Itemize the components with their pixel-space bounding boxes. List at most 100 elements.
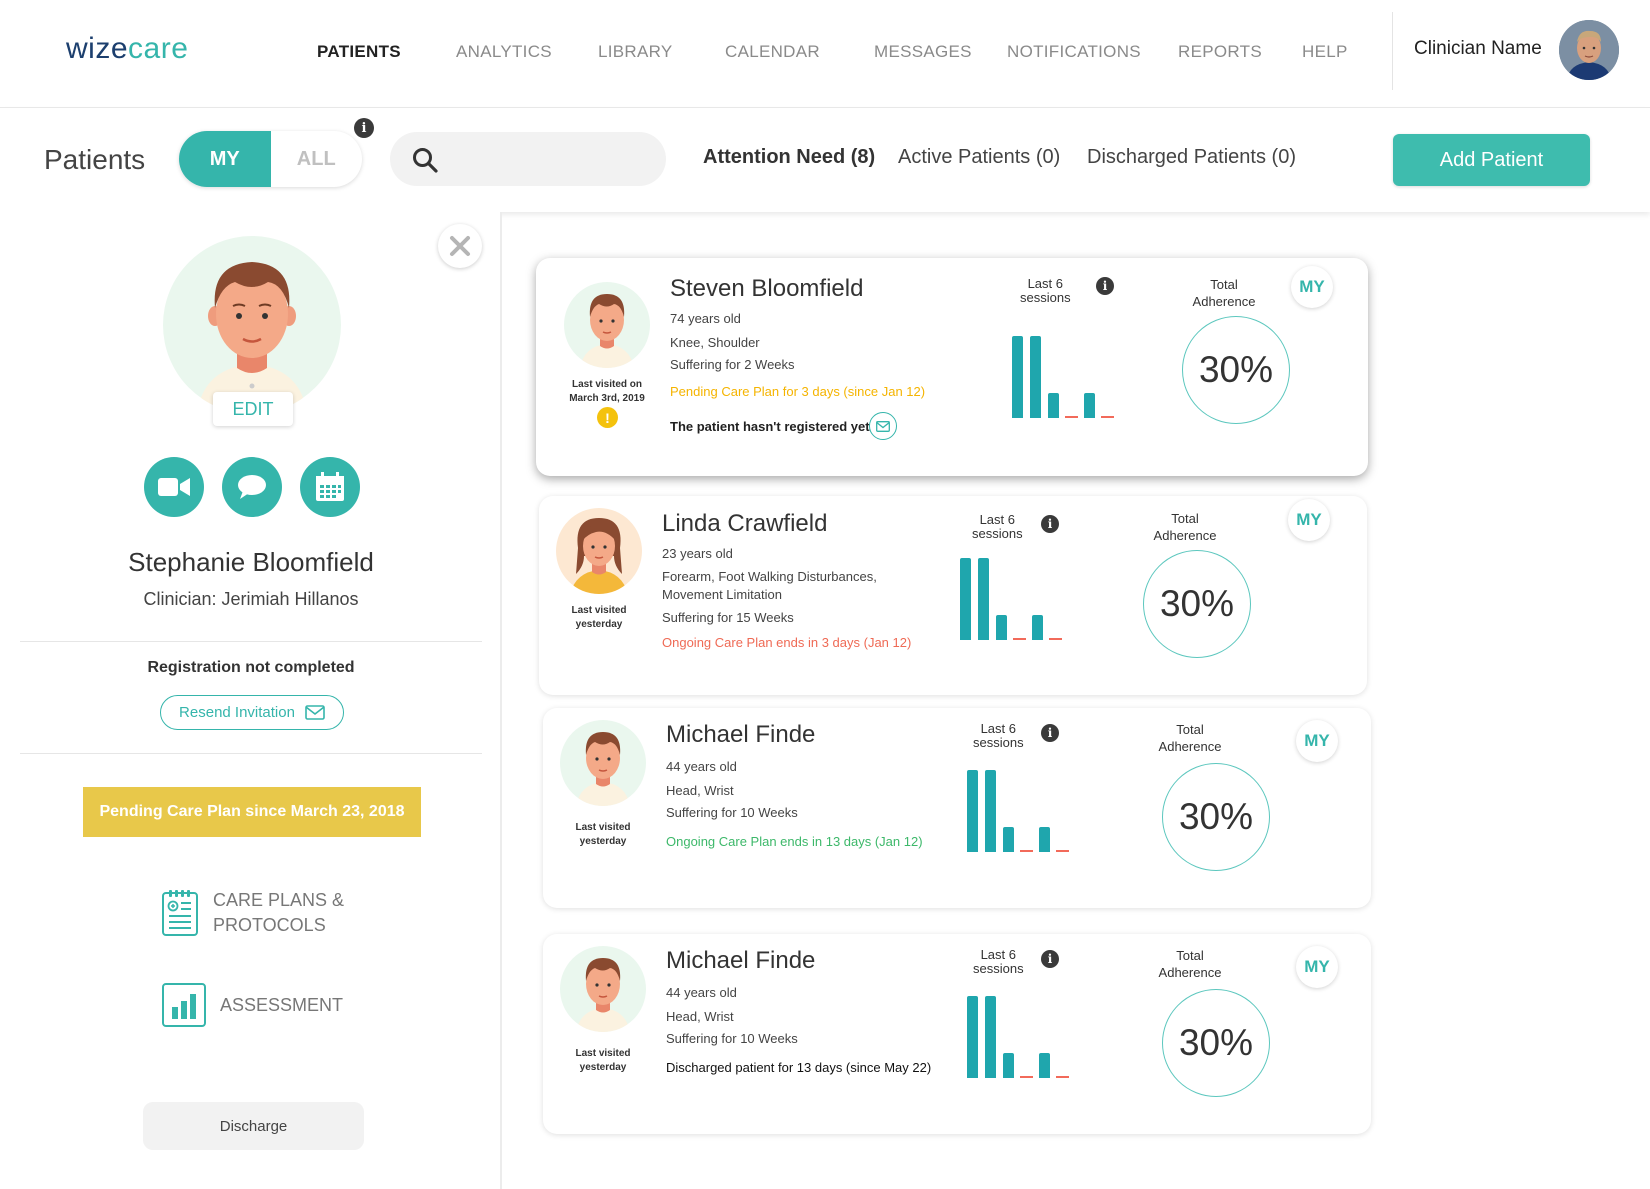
patient-card[interactable]: Last visited on March 3rd, 2019 ! Steven … <box>536 258 1368 476</box>
discharge-button[interactable]: Discharge <box>143 1102 364 1150</box>
edit-avatar-button[interactable]: EDIT <box>213 392 293 426</box>
nav-analytics[interactable]: ANALYTICS <box>456 42 552 61</box>
missed-session-mark <box>1049 638 1062 640</box>
session-bar <box>978 558 989 640</box>
patient-card[interactable]: Last visited yesterday Michael Finde 44 y… <box>543 934 1371 1134</box>
assessment-link[interactable]: ASSESSMENT <box>162 983 343 1027</box>
patient-card-name: Steven Bloomfield <box>670 275 864 302</box>
patient-card[interactable]: Last visited yesterday Linda Crawfield 23… <box>539 496 1367 695</box>
session-bar <box>1003 827 1014 852</box>
sessions-label-2: sessions <box>973 735 1024 750</box>
info-icon[interactable]: i <box>1096 277 1114 295</box>
nav-patients[interactable]: PATIENTS <box>317 42 401 61</box>
patient-card-name: Michael Finde <box>666 947 816 974</box>
last-visited-label: Last visited <box>575 1048 631 1059</box>
assessment-label: ASSESSMENT <box>220 994 344 1015</box>
search-input[interactable] <box>446 132 656 186</box>
adherence-ring: 30% <box>1162 989 1270 1097</box>
close-icon <box>450 236 470 256</box>
close-panel-button[interactable] <box>438 224 482 268</box>
nav-notifications[interactable]: NOTIFICATIONS <box>1007 42 1141 61</box>
last-visited: Last visited on March 3rd, 2019 <box>552 378 662 406</box>
last-sessions-label: Last 6 sessions <box>973 722 1024 750</box>
areas-line-2: Movement Limitation <box>662 587 782 602</box>
last-visited-label: Last visited <box>571 605 627 616</box>
info-icon[interactable]: i <box>354 118 374 138</box>
session-bar <box>1048 393 1059 418</box>
video-call-button[interactable] <box>144 457 204 517</box>
patient-card-status: Discharged patient for 13 days (since Ma… <box>666 1060 932 1075</box>
session-bar <box>1039 1053 1050 1078</box>
sessions-label-1: Last 6 <box>979 512 1015 527</box>
adherence-label-1: Total <box>1210 277 1238 292</box>
nav-divider <box>1392 12 1393 90</box>
patient-card-suffering: Suffering for 10 Weeks <box>666 805 798 820</box>
search-icon <box>412 147 438 178</box>
nav-messages[interactable]: MESSAGES <box>874 42 972 61</box>
adherence-label: Total Adherence <box>1132 721 1248 755</box>
session-bar <box>1039 827 1050 852</box>
info-icon[interactable]: i <box>1041 724 1059 742</box>
patient-card[interactable]: Last visited yesterday Michael Finde 44 y… <box>543 708 1371 908</box>
patient-card-suffering: Suffering for 15 Weeks <box>662 610 794 625</box>
my-patient-badge: MY <box>1296 720 1338 762</box>
filter-active-patients[interactable]: Active Patients (0) <box>898 146 1061 168</box>
send-invite-button[interactable] <box>869 412 897 440</box>
sessions-bar-chart <box>967 988 1087 1078</box>
care-plans-protocols-link[interactable]: CARE PLANS & PROTOCOLS <box>161 888 344 938</box>
registration-status: Registration not completed <box>147 659 355 676</box>
wizecare-logo[interactable]: wizecare <box>66 32 188 66</box>
message-button[interactable] <box>222 457 282 517</box>
missed-session-mark <box>1101 416 1114 418</box>
logo-text: wize <box>66 32 129 65</box>
last-visited-date: yesterday <box>579 1062 627 1073</box>
toggle-my[interactable]: MY <box>179 131 271 187</box>
last-visited-label: Last visited <box>575 822 631 833</box>
nav-library[interactable]: LIBRARY <box>598 42 673 61</box>
nav-calendar[interactable]: CALENDAR <box>725 42 820 61</box>
clinician-avatar[interactable] <box>1559 20 1619 80</box>
patient-card-suffering: Suffering for 10 Weeks <box>666 1031 798 1046</box>
filter-discharged-patients[interactable]: Discharged Patients (0) <box>1087 146 1296 168</box>
toggle-all[interactable]: ALL <box>296 147 336 170</box>
info-icon[interactable]: i <box>1041 515 1059 533</box>
info-icon[interactable]: i <box>1041 950 1059 968</box>
session-bar <box>996 615 1007 640</box>
filter-attention-need[interactable]: Attention Need (8) <box>703 146 876 168</box>
chat-bubble-icon <box>238 475 266 499</box>
patients-toolbar: Patients MY ALL i Attention Need (8) Act… <box>0 108 1650 212</box>
my-all-toggle[interactable]: MY ALL <box>179 131 362 187</box>
clinician-name[interactable]: Clinician Name <box>1414 38 1542 59</box>
my-patient-badge: MY <box>1296 946 1338 988</box>
patient-avatar <box>163 236 341 414</box>
patient-card-areas: Head, Wrist <box>666 1009 734 1024</box>
session-bar <box>1032 615 1043 640</box>
adherence-label: Total Adherence <box>1132 947 1248 981</box>
assigned-clinician: Clinician: Jerimiah Hillanos <box>143 589 359 609</box>
pending-care-plan-banner: Pending Care Plan since March 23, 2018 <box>83 787 421 837</box>
adherence-label-2: Adherence <box>1153 528 1217 543</box>
nav-reports[interactable]: REPORTS <box>1178 42 1262 61</box>
bar-chart-icon <box>162 983 206 1027</box>
care-plans-label-1: CARE PLANS & <box>213 890 345 910</box>
sessions-bar-chart <box>1012 328 1132 418</box>
adherence-ring: 30% <box>1182 316 1290 424</box>
nav-help[interactable]: HELP <box>1302 42 1348 61</box>
sessions-label-2: sessions <box>1020 290 1071 305</box>
patient-card-age: 74 years old <box>670 311 741 326</box>
add-patient-button[interactable]: Add Patient <box>1393 134 1590 186</box>
search-box[interactable] <box>390 132 666 186</box>
session-bar <box>967 996 978 1078</box>
resend-invitation-button[interactable]: Resend Invitation <box>160 695 344 730</box>
divider <box>20 753 482 754</box>
patient-card-suffering: Suffering for 2 Weeks <box>670 357 795 372</box>
patient-card-name: Michael Finde <box>666 721 816 748</box>
patient-card-age: 23 years old <box>662 546 733 561</box>
patient-detail-panel: EDIT Stephanie Bloomfield Clinician: Jer… <box>0 212 502 1189</box>
resend-invitation-label: Resend Invitation <box>179 704 295 721</box>
schedule-button[interactable] <box>300 457 360 517</box>
envelope-icon <box>876 420 890 432</box>
last-sessions-label: Last 6 sessions <box>973 948 1024 976</box>
session-bar <box>1012 336 1023 418</box>
last-visited: Last visited yesterday <box>548 1047 658 1075</box>
